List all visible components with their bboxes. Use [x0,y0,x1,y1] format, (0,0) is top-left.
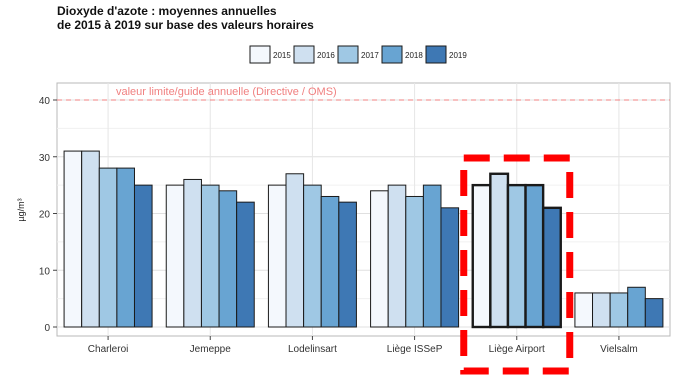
legend-swatch-2017 [337,45,359,64]
bar-2017-jemeppe [200,184,220,328]
legend-swatch-2015 [249,45,271,64]
reference-line-group: valeur limite/guide annuelle (Directive … [57,86,670,101]
y-tick-label: 40 [39,96,51,107]
y-tick-label: 20 [39,210,51,221]
legend-label-2017: 2017 [361,51,379,60]
chart-title-line-2: de 2015 à 2019 sur base des valeurs hora… [57,18,314,32]
x-tick-label: Liège Airport [489,344,545,355]
bar-2019-li-ge-airport [541,206,562,329]
bar-2015-jemeppe [165,184,185,328]
legend-swatch-2018 [381,45,403,64]
bar-2017-li-ge-airport [506,183,527,329]
legend-swatch-2016 [293,45,315,64]
y-tick-label: 0 [44,323,50,334]
bar-2017-vielsalm [609,292,629,328]
bar-2018-li-ge-airport [524,183,545,329]
x-tick-label: Liège ISSeP [387,344,443,355]
highlight-box [460,154,574,375]
bar-2015-charleroi [63,150,83,328]
bar-2016-li-ge-airport [489,172,510,329]
bar-2018-jemeppe [218,190,238,328]
bar-2016-vielsalm [592,292,611,328]
bars [63,150,664,329]
bar-2016-li-ge-issep [387,184,407,328]
bar-2018-lodelinsart [320,195,340,328]
legend: 2015 2016 2017 2018 2019 [249,45,467,64]
legend-label-2015: 2015 [273,51,291,60]
bar-2015-li-ge-issep [370,190,389,328]
y-axis-label: µg/m³ [16,198,26,221]
reference-line-label: valeur limite/guide annuelle (Directive … [116,86,337,98]
legend-label-2016: 2016 [317,51,335,60]
x-tick-label: Vielsalm [600,344,638,355]
y-axis: 0 10 20 30 40 µg/m³ [16,96,57,334]
bar-2019-vielsalm [644,298,664,328]
bar-2015-lodelinsart [267,184,287,328]
highlight-box-group [460,154,574,375]
bar-2016-lodelinsart [285,173,305,328]
legend-swatch-2019 [425,45,447,64]
x-axis: Charleroi Jemeppe Lodelinsart Liège ISSeP Li… [88,336,638,355]
bar-2019-jemeppe [236,201,255,328]
bar-2019-charleroi [133,184,153,328]
y-tick-label: 10 [39,266,51,277]
bar-2017-charleroi [98,167,118,328]
x-tick-label: Lodelinsart [288,344,337,355]
bar-2016-jemeppe [183,178,202,328]
legend-label-2019: 2019 [449,51,467,60]
chart-title: Dioxyde d'azote : moyennes annuelles de … [57,4,314,32]
x-tick-label: Charleroi [88,344,129,355]
y-tick-label: 30 [39,153,51,164]
bar-2017-lodelinsart [303,184,322,328]
bar-2019-lodelinsart [338,201,357,328]
bar-2018-charleroi [116,167,135,328]
bar-2015-vielsalm [574,292,594,328]
legend-label-2018: 2018 [405,51,423,60]
bar-2017-li-ge-issep [405,195,424,328]
bar-2018-li-ge-issep [422,184,442,328]
bar-2019-li-ge-issep [440,207,460,328]
bar-2015-li-ge-airport [471,183,492,329]
bar-2018-vielsalm [627,286,646,328]
x-tick-label: Jemeppe [190,344,232,355]
chart-title-line-1: Dioxyde d'azote : moyennes annuelles [57,4,277,18]
bar-2016-charleroi [81,150,100,328]
